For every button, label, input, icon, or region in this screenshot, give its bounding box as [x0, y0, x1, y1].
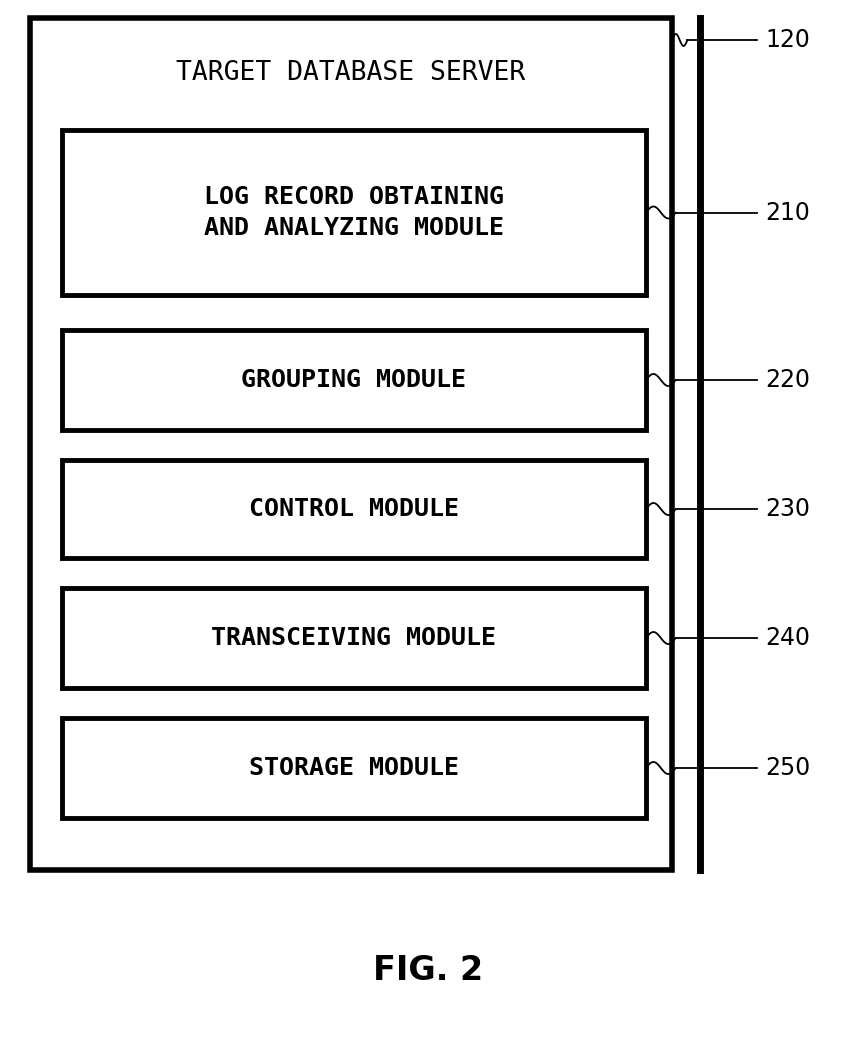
Bar	[62, 130, 646, 295]
Text: 210: 210	[765, 201, 810, 225]
Text: TARGET DATABASE SERVER: TARGET DATABASE SERVER	[177, 60, 525, 86]
Bar	[62, 718, 646, 818]
Text: FIG. 2: FIG. 2	[373, 954, 483, 986]
Text: LOG RECORD OBTAINING
AND ANALYZING MODULE: LOG RECORD OBTAINING AND ANALYZING MODUL…	[204, 185, 504, 241]
Text: 250: 250	[765, 756, 810, 780]
Text: 220: 220	[765, 367, 810, 392]
Bar	[62, 588, 646, 689]
Text: GROUPING MODULE: GROUPING MODULE	[242, 367, 466, 392]
Text: 120: 120	[765, 29, 810, 52]
Bar	[30, 18, 672, 870]
Text: STORAGE MODULE: STORAGE MODULE	[249, 756, 459, 780]
Text: TRANSCEIVING MODULE: TRANSCEIVING MODULE	[212, 626, 496, 650]
Bar	[62, 460, 646, 558]
Text: 230: 230	[765, 497, 810, 521]
Text: 240: 240	[765, 626, 810, 650]
Bar	[62, 329, 646, 430]
Text: CONTROL MODULE: CONTROL MODULE	[249, 497, 459, 521]
